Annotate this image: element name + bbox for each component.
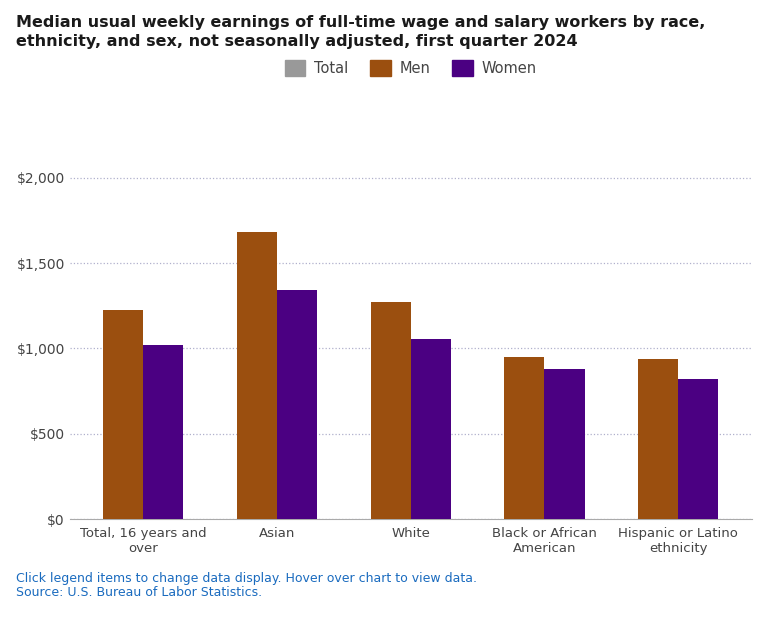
- Bar: [103, 310, 143, 519]
- Text: Median usual weekly earnings of full-time wage and salary workers by race,: Median usual weekly earnings of full-tim…: [16, 15, 705, 30]
- Bar: [411, 339, 451, 519]
- Bar: [505, 357, 545, 519]
- Bar: [143, 345, 184, 519]
- Bar: [277, 290, 317, 519]
- Bar: [370, 302, 411, 519]
- Bar: [678, 379, 718, 519]
- Bar: [638, 358, 678, 519]
- Legend: Total, Men, Women: Total, Men, Women: [285, 61, 536, 77]
- Bar: [237, 232, 277, 519]
- Text: ethnicity, and sex, not seasonally adjusted, first quarter 2024: ethnicity, and sex, not seasonally adjus…: [16, 34, 577, 49]
- Text: Click legend items to change data display. Hover over chart to view data.: Click legend items to change data displa…: [16, 572, 477, 585]
- Text: Source: U.S. Bureau of Labor Statistics.: Source: U.S. Bureau of Labor Statistics.: [16, 586, 262, 599]
- Bar: [545, 369, 584, 519]
